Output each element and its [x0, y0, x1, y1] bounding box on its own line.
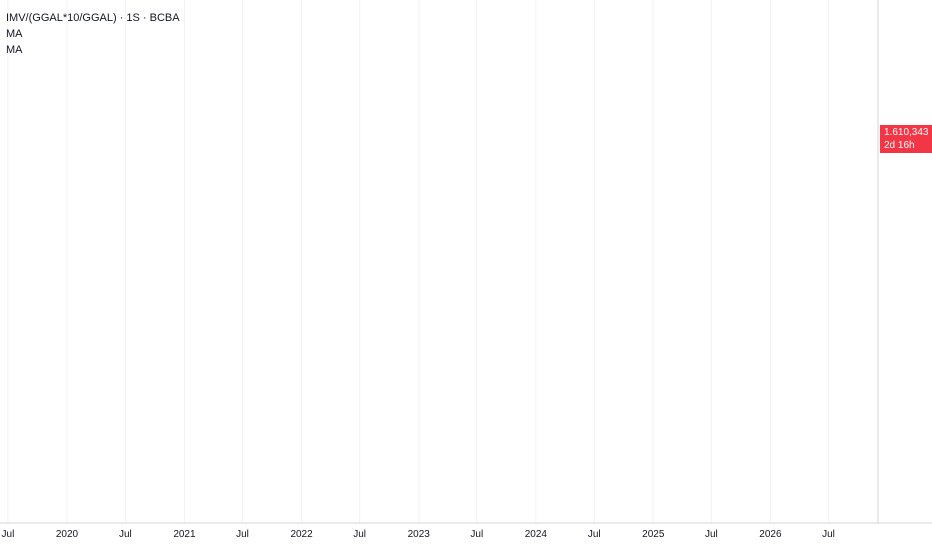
x-tick-label: 2025	[642, 529, 665, 540]
x-tick-label: 2022	[290, 529, 313, 540]
x-tick-label: Jul	[588, 529, 601, 540]
x-tick-label: Jul	[236, 529, 249, 540]
symbol-title[interactable]: IMV/(GGAL*10/GGAL) · 1S · BCBA	[6, 12, 180, 24]
x-tick-label: 2021	[173, 529, 196, 540]
x-tick-label: Jul	[822, 529, 835, 540]
ma-indicator-label-2[interactable]: MA	[6, 44, 23, 56]
x-tick-label: 2024	[525, 529, 548, 540]
x-tick-label: Jul	[2, 529, 15, 540]
last-price-value: 1.610,343	[884, 127, 929, 138]
x-tick-label: 2026	[759, 529, 782, 540]
x-tick-label: 2023	[408, 529, 431, 540]
x-tick-label: Jul	[470, 529, 483, 540]
ma-indicator-label-1[interactable]: MA	[6, 28, 23, 40]
x-tick-label: Jul	[353, 529, 366, 540]
x-tick-label: Jul	[705, 529, 718, 540]
last-price-tag: 1.610,343 2d 16h	[880, 125, 932, 153]
time-axis[interactable]: Jul 2020 Jul 2021 Jul 2022 Jul 2023 Jul 2024 Jul 20…	[2, 529, 835, 540]
x-tick-label: 2020	[56, 529, 79, 540]
x-tick-label: Jul	[119, 529, 132, 540]
chart-legend: IMV/(GGAL*10/GGAL) · 1S · BCBA MA MA	[6, 10, 180, 58]
chart-grid	[7, 0, 829, 523]
bar-countdown: 2d 16h	[884, 140, 915, 151]
